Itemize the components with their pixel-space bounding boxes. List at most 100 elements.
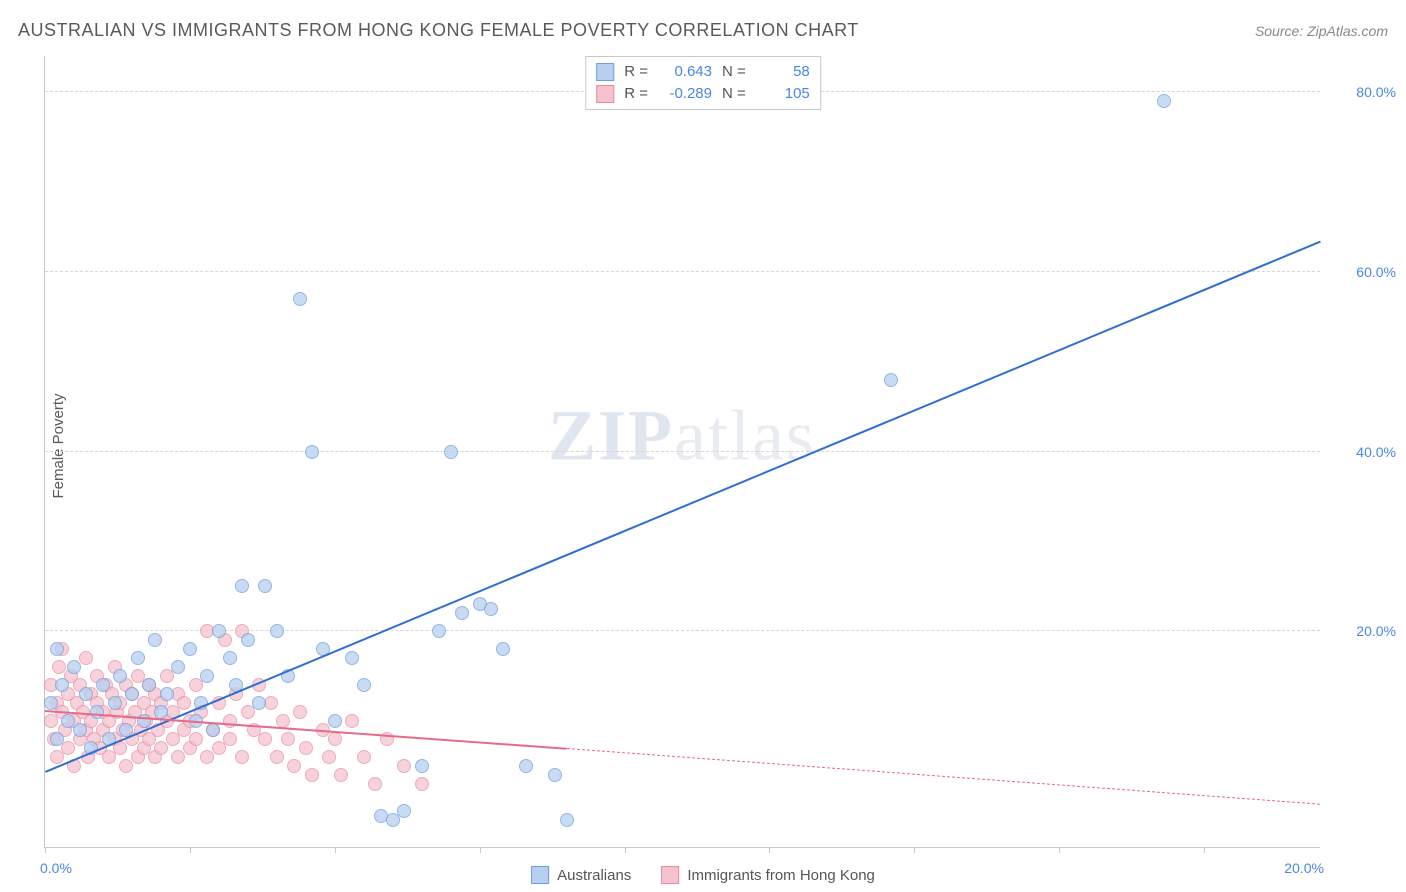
x-tick — [914, 847, 915, 853]
y-tick-label: 20.0% — [1356, 623, 1396, 639]
data-point-hk — [200, 750, 214, 764]
data-point-australians — [90, 705, 104, 719]
data-point-hk — [299, 741, 313, 755]
data-point-australians — [55, 678, 69, 692]
y-tick-label: 60.0% — [1356, 264, 1396, 280]
n-label: N = — [722, 83, 746, 105]
correlation-legend: R = 0.643 N = 58 R = -0.289 N = 105 — [585, 56, 821, 110]
data-point-australians — [206, 723, 220, 737]
swatch-hk — [661, 866, 679, 884]
y-tick-label: 40.0% — [1356, 444, 1396, 460]
x-tick — [480, 847, 481, 853]
data-point-hk — [61, 741, 75, 755]
data-point-australians — [270, 624, 284, 638]
data-point-hk — [44, 714, 58, 728]
data-point-hk — [223, 732, 237, 746]
data-point-australians — [148, 633, 162, 647]
data-point-australians — [258, 579, 272, 593]
x-axis-end-label: 20.0% — [1284, 860, 1324, 876]
data-point-australians — [125, 687, 139, 701]
data-point-australians — [79, 687, 93, 701]
series-legend: Australians Immigrants from Hong Kong — [531, 866, 875, 884]
data-point-hk — [119, 759, 133, 773]
data-point-australians — [252, 696, 266, 710]
data-point-australians — [96, 678, 110, 692]
data-point-hk — [79, 651, 93, 665]
plot-region: 20.0%40.0%60.0%80.0% — [44, 56, 1320, 848]
data-point-hk — [281, 732, 295, 746]
data-point-hk — [322, 750, 336, 764]
legend-row-hk: R = -0.289 N = 105 — [596, 83, 810, 105]
swatch-australians — [531, 866, 549, 884]
data-point-hk — [102, 750, 116, 764]
swatch-hk — [596, 85, 614, 103]
data-point-australians — [223, 651, 237, 665]
r-value-australians: 0.643 — [658, 61, 712, 83]
data-point-australians — [397, 804, 411, 818]
data-point-australians — [496, 642, 510, 656]
x-tick — [45, 847, 46, 853]
data-point-hk — [334, 768, 348, 782]
x-tick — [769, 847, 770, 853]
x-tick — [335, 847, 336, 853]
data-point-hk — [241, 705, 255, 719]
x-tick — [1204, 847, 1205, 853]
x-tick — [1059, 847, 1060, 853]
r-label: R = — [624, 61, 648, 83]
data-point-australians — [519, 759, 533, 773]
data-point-australians — [884, 373, 898, 387]
data-point-hk — [287, 759, 301, 773]
n-value-australians: 58 — [756, 61, 810, 83]
data-point-australians — [1157, 94, 1171, 108]
gridline — [45, 451, 1320, 452]
x-tick — [625, 847, 626, 853]
n-label: N = — [722, 61, 746, 83]
series-legend-australians: Australians — [531, 866, 631, 884]
chart-area: ZIPatlas 20.0%40.0%60.0%80.0% 0.0% 20.0% — [44, 56, 1320, 848]
data-point-hk — [415, 777, 429, 791]
data-point-australians — [432, 624, 446, 638]
data-point-hk — [345, 714, 359, 728]
swatch-australians — [596, 63, 614, 81]
r-label: R = — [624, 83, 648, 105]
data-point-hk — [305, 768, 319, 782]
data-point-australians — [142, 678, 156, 692]
series-label-australians: Australians — [557, 867, 631, 884]
data-point-hk — [223, 714, 237, 728]
trend-line — [45, 240, 1321, 772]
data-point-australians — [444, 445, 458, 459]
data-point-hk — [397, 759, 411, 773]
data-point-australians — [548, 768, 562, 782]
data-point-australians — [386, 813, 400, 827]
data-point-hk — [171, 750, 185, 764]
data-point-australians — [50, 642, 64, 656]
data-point-australians — [44, 696, 58, 710]
data-point-australians — [305, 445, 319, 459]
data-point-australians — [200, 669, 214, 683]
chart-title: AUSTRALIAN VS IMMIGRANTS FROM HONG KONG … — [18, 20, 859, 41]
data-point-australians — [235, 579, 249, 593]
data-point-australians — [131, 651, 145, 665]
data-point-hk — [50, 750, 64, 764]
data-point-hk — [328, 732, 342, 746]
trend-line — [567, 748, 1320, 805]
data-point-australians — [160, 687, 174, 701]
x-tick — [190, 847, 191, 853]
series-label-hk: Immigrants from Hong Kong — [687, 867, 875, 884]
data-point-hk — [235, 750, 249, 764]
data-point-australians — [171, 660, 185, 674]
legend-row-australians: R = 0.643 N = 58 — [596, 61, 810, 83]
data-point-australians — [212, 624, 226, 638]
data-point-hk — [177, 696, 191, 710]
data-point-australians — [560, 813, 574, 827]
data-point-australians — [67, 660, 81, 674]
data-point-australians — [484, 602, 498, 616]
gridline — [45, 271, 1320, 272]
data-point-hk — [368, 777, 382, 791]
data-point-australians — [108, 696, 122, 710]
data-point-australians — [415, 759, 429, 773]
x-axis-start-label: 0.0% — [40, 860, 72, 876]
data-point-hk — [189, 678, 203, 692]
data-point-hk — [357, 750, 371, 764]
data-point-australians — [73, 723, 87, 737]
